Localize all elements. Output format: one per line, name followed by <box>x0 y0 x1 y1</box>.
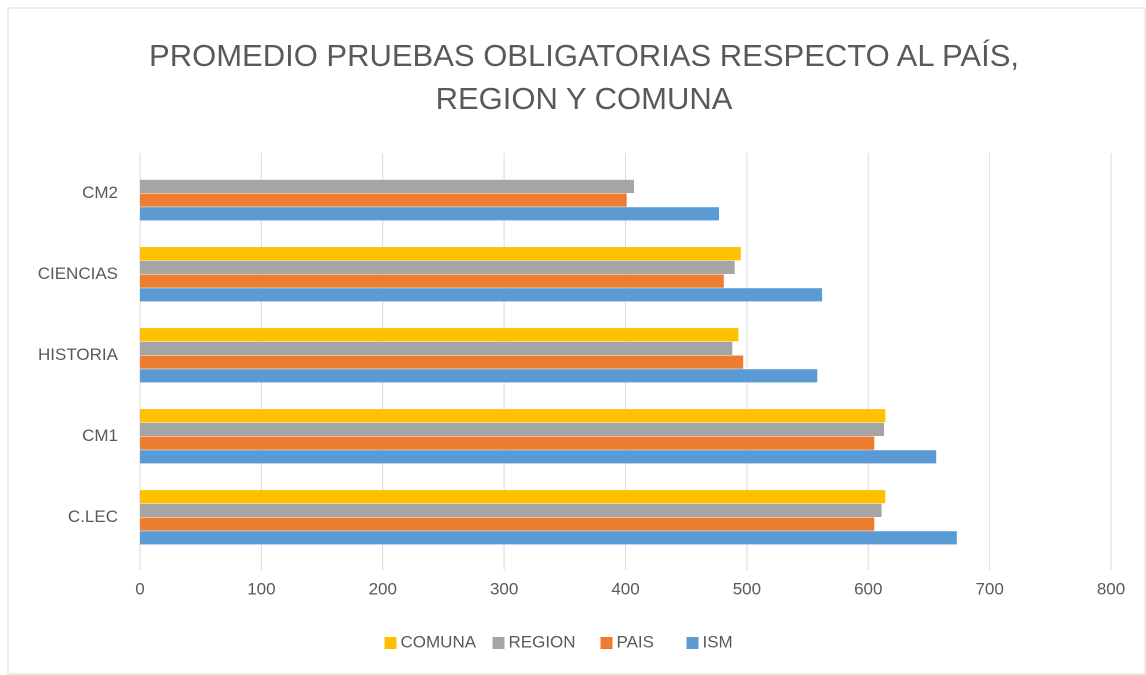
legend-label: REGION <box>509 632 576 651</box>
bar <box>140 328 739 342</box>
bar <box>140 450 937 464</box>
y-tick-label: CIENCIAS <box>38 264 118 283</box>
bar <box>140 490 886 504</box>
legend-swatch <box>600 637 613 649</box>
bar <box>140 531 957 545</box>
bar <box>140 422 885 436</box>
x-tick-label: 200 <box>369 579 397 598</box>
legend-swatch <box>492 637 505 649</box>
x-tick-label: 400 <box>611 579 639 598</box>
legend-label: PAIS <box>617 632 654 651</box>
bar <box>140 288 823 302</box>
legend-swatch <box>686 637 699 649</box>
x-tick-label: 500 <box>733 579 761 598</box>
x-tick-label: 800 <box>1097 579 1125 598</box>
bar <box>140 247 741 261</box>
y-tick-label: CM2 <box>82 183 118 202</box>
bar <box>140 503 882 517</box>
bar <box>140 409 886 423</box>
x-tick-label: 600 <box>854 579 882 598</box>
bar <box>140 436 875 450</box>
legend-swatch <box>384 637 397 649</box>
bar <box>140 260 735 274</box>
y-tick-label: C.LEC <box>68 507 118 526</box>
bar <box>140 207 719 221</box>
bar <box>140 179 634 193</box>
bar <box>140 341 733 355</box>
x-tick-label: 0 <box>135 579 144 598</box>
bar <box>140 369 818 383</box>
x-tick-label: 700 <box>975 579 1003 598</box>
y-tick-label: CM1 <box>82 426 118 445</box>
x-tick-label: 300 <box>490 579 518 598</box>
legend-label: COMUNA <box>401 632 477 651</box>
bar <box>140 355 744 369</box>
chart-title: REGION Y COMUNA <box>436 81 733 116</box>
y-tick-label: HISTORIA <box>38 345 119 364</box>
x-tick-label: 100 <box>247 579 275 598</box>
bar <box>140 517 875 531</box>
legend-label: ISM <box>703 632 733 651</box>
bar <box>140 193 627 207</box>
chart-title: PROMEDIO PRUEBAS OBLIGATORIAS RESPECTO A… <box>149 38 1019 73</box>
bar <box>140 274 724 288</box>
